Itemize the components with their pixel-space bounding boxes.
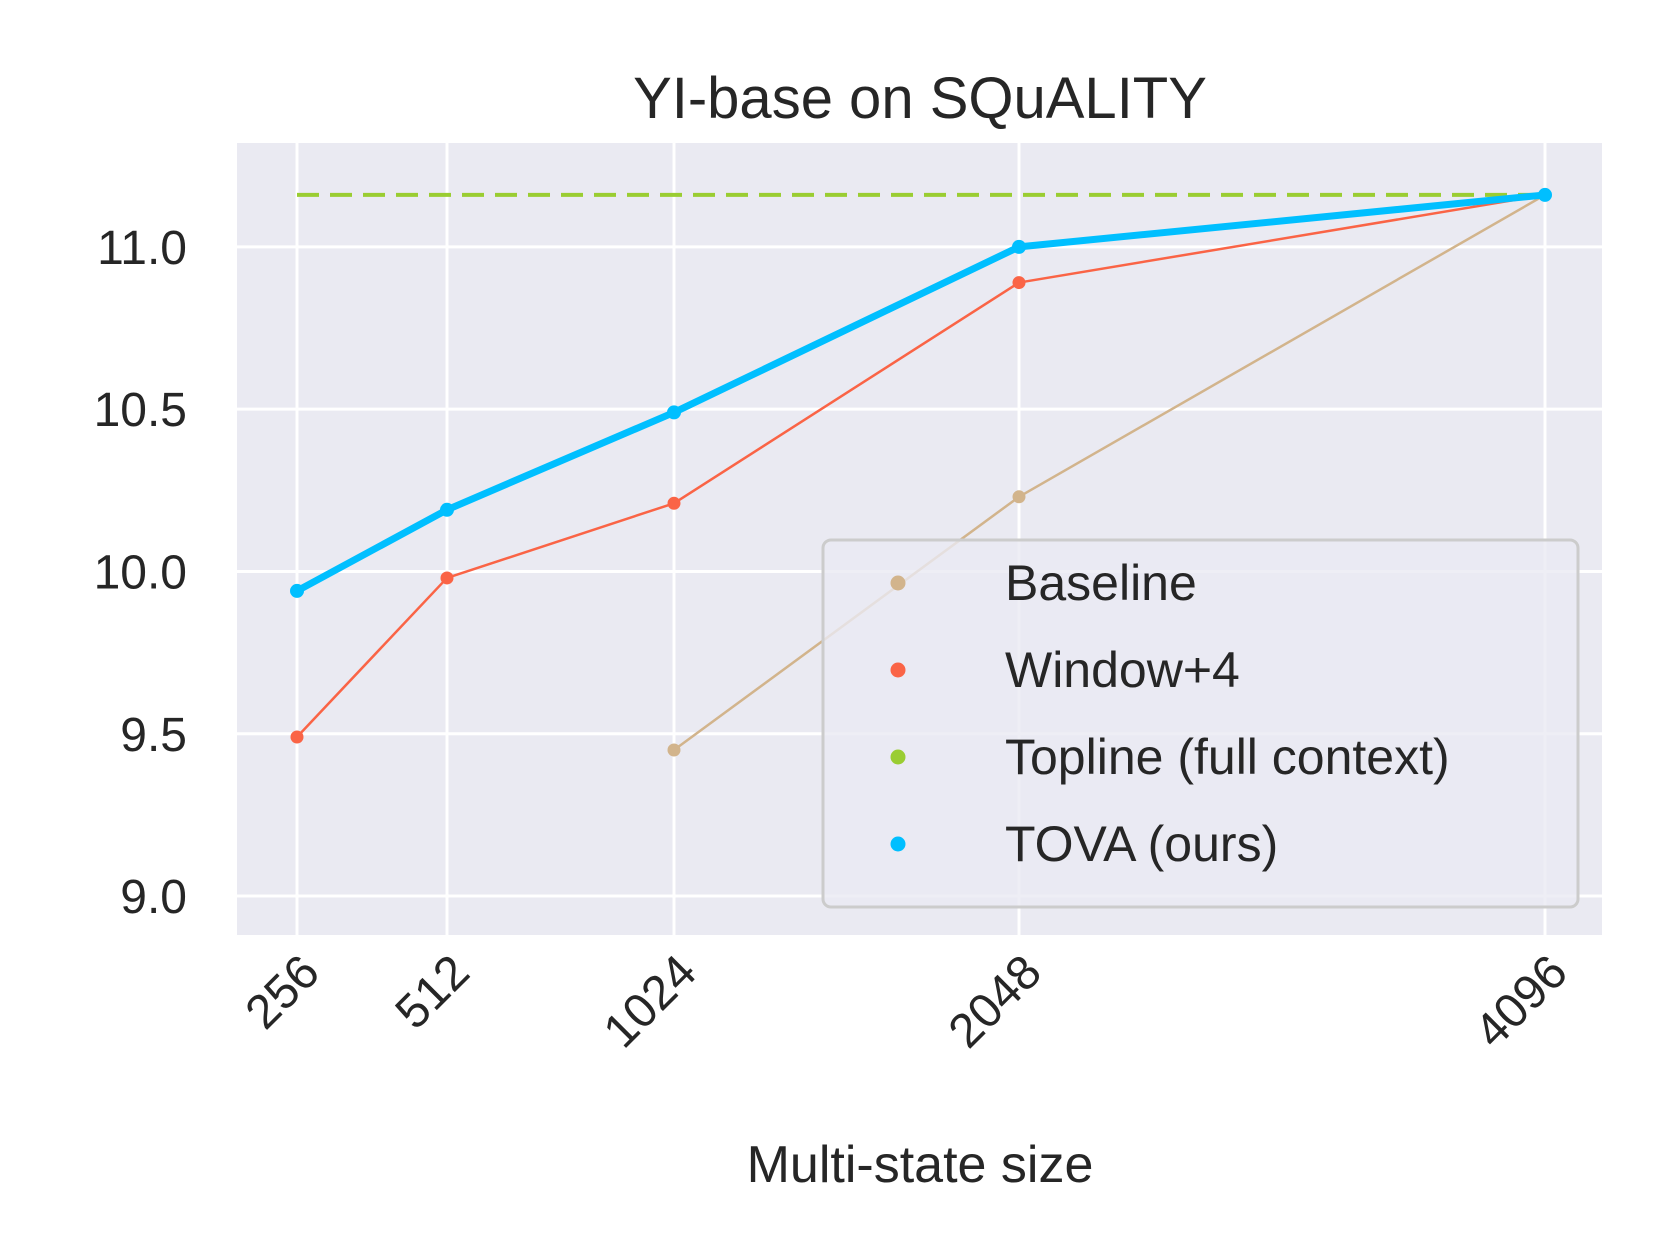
x-tick-label: 512 [386,945,480,1039]
legend-label: Topline (full context) [1005,729,1450,785]
data-point [1012,490,1026,504]
x-axis-ticks: 256 512 1024 2048 4096 [236,945,1578,1058]
y-axis-ticks: 9.0 9.5 10.0 10.5 11.0 [94,222,187,924]
legend-marker [890,836,906,852]
y-tick-label: 9.0 [120,871,187,924]
x-tick-label: 2048 [939,945,1052,1058]
legend-marker [890,749,906,765]
chart-title: YI-base on SQuALITY [633,66,1207,131]
legend-marker [890,575,906,591]
y-tick-label: 10.5 [94,384,187,437]
legend-label: TOVA (ours) [1005,816,1278,872]
data-point [440,502,454,517]
y-tick-label: 9.5 [120,709,187,762]
x-tick-label: 256 [236,945,330,1039]
data-point [667,743,681,757]
legend-marker [890,662,906,678]
data-point [290,730,304,744]
data-point [667,405,681,420]
legend: Baseline Window+4 Topline (full context) TO… [821,538,1580,909]
legend-label: Baseline [1005,555,1197,611]
data-point [667,496,681,510]
y-tick-label: 10.0 [94,546,187,599]
data-point [1012,276,1026,290]
x-tick-label: 1024 [594,945,707,1058]
data-point [1012,239,1026,254]
legend-label: Window+4 [1005,642,1240,698]
series-layer [290,187,1552,757]
x-axis-label: Multi-state size [747,1136,1094,1194]
data-point [290,583,304,598]
series-tova-ours [290,187,1552,598]
y-tick-label: 11.0 [97,222,187,275]
x-tick-label: 4096 [1465,945,1578,1058]
data-point [440,571,454,585]
legend-box [821,538,1580,909]
data-point [1538,187,1552,202]
